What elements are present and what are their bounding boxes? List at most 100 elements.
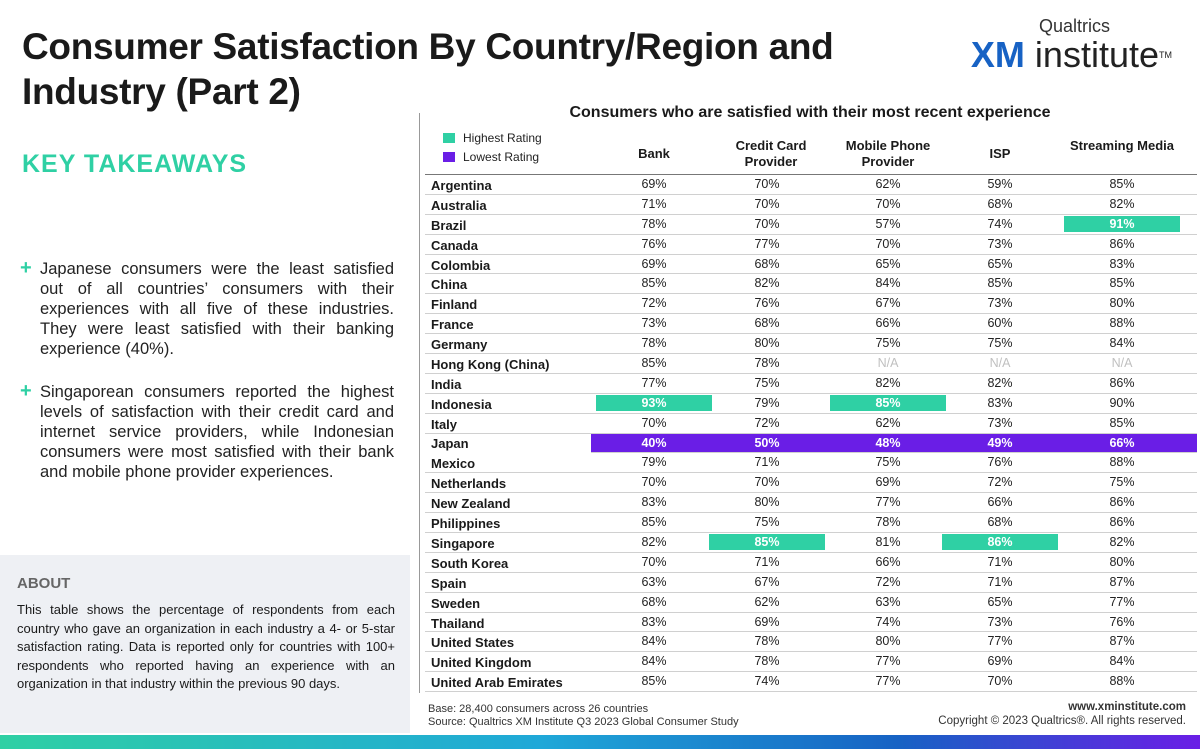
country-name: Indonesia xyxy=(431,396,492,412)
table-cell: 80% xyxy=(1109,296,1135,311)
table-cell: 85% xyxy=(830,394,946,411)
column-header-isp: ISP xyxy=(989,146,1011,161)
table-cell: 68% xyxy=(754,316,780,331)
brand-xm: XM xyxy=(970,34,1025,75)
table-cell: 76% xyxy=(1109,614,1135,629)
table-cell: 80% xyxy=(754,495,780,510)
table-cell: 74% xyxy=(875,614,901,629)
table-cell: 71% xyxy=(754,455,780,470)
table-cell: 82% xyxy=(754,276,780,291)
table-cell: 70% xyxy=(754,475,780,490)
table-cell: 77% xyxy=(987,634,1013,649)
table-cell: 71% xyxy=(754,554,780,569)
table-row: United States 84% 78% 80% 77% 87% xyxy=(425,632,1197,653)
country-name: Italy xyxy=(431,416,458,432)
brand-top: Qualtrics xyxy=(1038,16,1110,36)
column-header-streaming: Streaming Media xyxy=(1069,138,1175,153)
footer-right: www.xminstitute.com Copyright © 2023 Qua… xyxy=(938,700,1186,728)
table-cell: 85% xyxy=(1109,415,1135,430)
plus-icon: + xyxy=(20,257,32,279)
table-cell: 85% xyxy=(1109,177,1135,191)
table-cell: 48% xyxy=(875,435,901,450)
plus-icon: + xyxy=(20,380,32,402)
table-row: New Zealand 83% 80% 77% 66% 86% xyxy=(425,493,1197,514)
about-text: This table shows the percentage of respo… xyxy=(17,602,395,691)
table-cell: 70% xyxy=(641,475,667,490)
country-name: Spain xyxy=(431,575,467,591)
table-cell: 78% xyxy=(754,634,780,649)
country-name: Australia xyxy=(431,197,487,213)
table-row: China 85% 82% 84% 85% 85% xyxy=(425,274,1197,295)
table-row: India 77% 75% 82% 82% 86% xyxy=(425,374,1197,394)
table-cell: 85% xyxy=(641,356,667,371)
table-cell: 77% xyxy=(875,495,901,510)
brand-tm: TM xyxy=(1159,50,1172,60)
table-cell: 78% xyxy=(754,654,780,669)
table-cell: 69% xyxy=(754,614,780,629)
table-cell: 84% xyxy=(1109,336,1135,351)
table-cell: 65% xyxy=(987,256,1013,271)
table-cell: N/A xyxy=(1111,356,1133,371)
table-cell: 86% xyxy=(1109,375,1135,390)
table-cell: 66% xyxy=(875,316,901,331)
table-cell: 77% xyxy=(875,654,901,669)
table-cell: 86% xyxy=(1109,495,1135,510)
table-cell: 80% xyxy=(754,336,780,351)
page-title: Consumer Satisfaction By Country/Region … xyxy=(22,26,834,112)
takeaway-bullet: + Japanese consumers were the least sati… xyxy=(20,257,394,359)
table-cell: 75% xyxy=(875,336,901,351)
table-cell: 71% xyxy=(987,574,1013,589)
table-cell: 85% xyxy=(1109,276,1135,291)
table-row: Philippines 85% 75% 78% 68% 86% xyxy=(425,513,1197,534)
divider xyxy=(419,113,420,693)
table-cell: 87% xyxy=(1109,634,1135,649)
table-row: Singapore 82% 85% 81% 86% 82% xyxy=(425,533,1197,553)
table-cell: 70% xyxy=(875,196,901,211)
table-cell: 93% xyxy=(596,394,712,411)
table-cell: 88% xyxy=(1109,316,1135,331)
table-cell: 73% xyxy=(987,296,1013,311)
footer-source: Source: Qualtrics XM Institute Q3 2023 G… xyxy=(428,716,739,728)
footer-base: Base: 28,400 consumers across 26 countri… xyxy=(428,703,649,715)
table-cell: 86% xyxy=(1109,236,1135,251)
table-cell: 88% xyxy=(1109,455,1135,470)
table-cell: 49% xyxy=(987,435,1013,450)
country-name: New Zealand xyxy=(431,496,511,512)
legend-low-swatch xyxy=(443,152,455,162)
about-panel xyxy=(0,555,410,733)
table-row: Sweden 68% 62% 63% 65% 77% xyxy=(425,593,1197,613)
table-cell: 68% xyxy=(754,256,780,271)
table-cell: 77% xyxy=(875,674,901,689)
table-cell: 71% xyxy=(641,196,667,211)
country-name: Hong Kong (China) xyxy=(431,357,550,373)
table-cell: 68% xyxy=(641,594,667,609)
table-row: Australia 71% 70% 70% 68% 82% xyxy=(425,195,1197,215)
country-name: United States xyxy=(431,635,515,651)
table-cell: 83% xyxy=(1109,256,1135,271)
takeaway-bullet: + Singaporean consumers reported the hig… xyxy=(20,380,394,482)
table-cell: 91% xyxy=(1064,215,1180,232)
table-cell: 67% xyxy=(875,296,901,311)
footer-url[interactable]: www.xminstitute.com xyxy=(1068,701,1186,713)
table-cell: 66% xyxy=(875,554,901,569)
table-row: Finland 72% 76% 67% 73% 80% xyxy=(425,294,1197,315)
table-cell: 83% xyxy=(641,495,667,510)
country-name: Japan xyxy=(425,433,591,453)
table-cell: 68% xyxy=(987,196,1013,211)
table-cell: 75% xyxy=(754,375,780,390)
country-name: Germany xyxy=(431,337,488,353)
country-name: China xyxy=(431,277,468,293)
legend-high-label: Highest Rating xyxy=(463,131,542,145)
table-cell: 88% xyxy=(1109,674,1135,689)
table-cell: 86% xyxy=(1109,515,1135,530)
table-cell: 76% xyxy=(987,455,1013,470)
table-cell: 79% xyxy=(641,455,667,470)
country-name: United Kingdom xyxy=(431,655,532,671)
table-cell: 66% xyxy=(1109,435,1135,450)
table-cell: 71% xyxy=(987,554,1013,569)
column-header-bank: Bank xyxy=(638,146,670,161)
brand-logo: Qualtrics XM instituteTM xyxy=(971,16,1172,74)
table-row: Hong Kong (China) 85% 78% N/A N/A N/A xyxy=(425,354,1197,374)
table-cell: 75% xyxy=(1109,475,1135,490)
country-name: India xyxy=(431,376,462,392)
